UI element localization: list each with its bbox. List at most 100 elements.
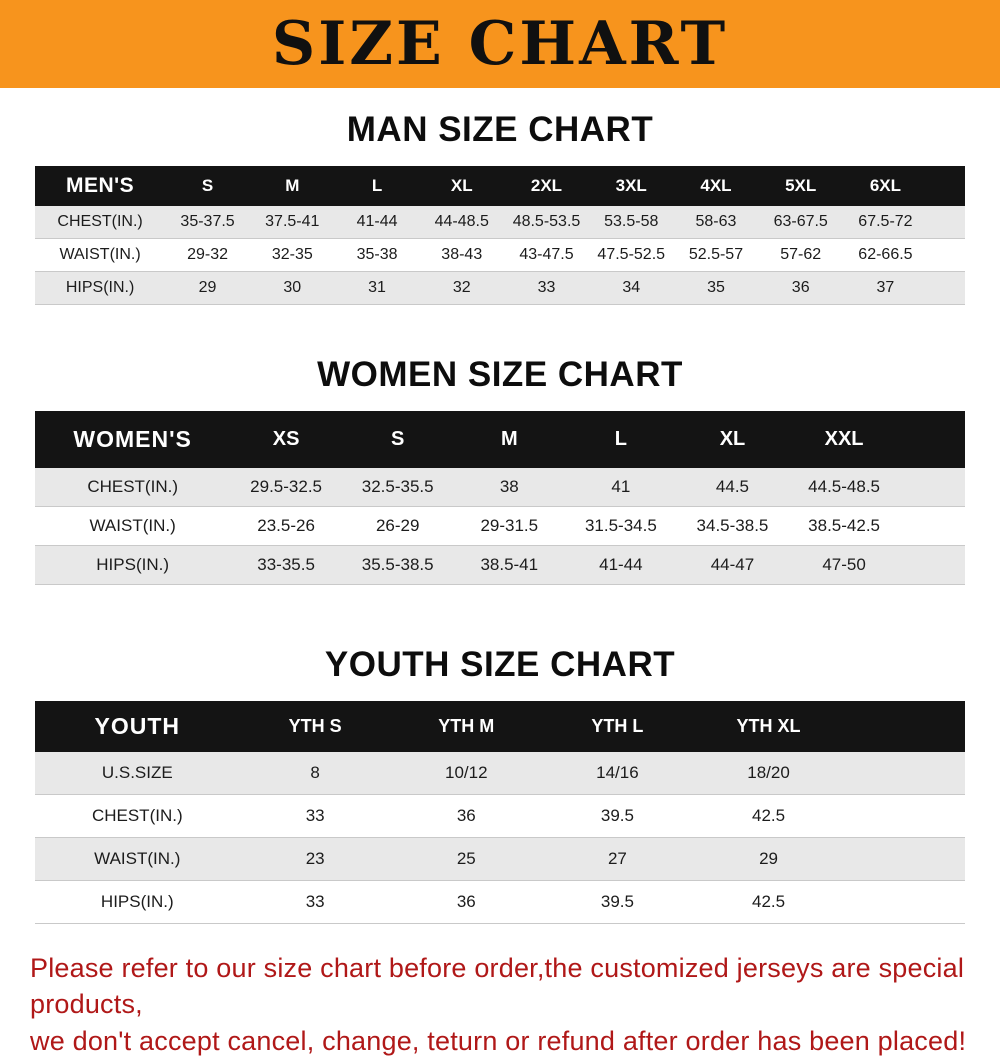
size-column-header: L: [334, 166, 420, 206]
value-cell: 33: [305, 892, 325, 911]
men-table-header-row: MEN'S S M L XL 2XL 3XL 4XL 5XL 6XL: [35, 166, 965, 206]
row-label-cell: WAIST(IN.): [94, 849, 181, 868]
size-column-header: S: [165, 166, 250, 206]
header-filler-cell: [899, 411, 965, 468]
value-cell: 42.5: [751, 806, 786, 825]
section-heading-man: MAN SIZE CHART: [346, 110, 654, 149]
value-cell: 47.5-52.5: [597, 246, 666, 263]
size-column-header: M: [453, 411, 566, 468]
size-column-header: XL: [676, 411, 789, 468]
row-filler-cell: [844, 752, 965, 795]
table-title-cell: WOMEN'S: [35, 411, 231, 468]
value-cell: 29.5-32.5: [250, 477, 323, 496]
row-filler-cell: [900, 507, 965, 546]
value-cell: 34.5-38.5: [696, 516, 769, 535]
value-cell: 44.5-48.5: [808, 477, 880, 496]
size-column-header: YTH S: [239, 701, 391, 752]
size-column-header: XS: [230, 411, 342, 468]
table-row: CHEST(IN.) 35-37.5 37.5-41 41-44 44-48.5 48.5…: [35, 206, 965, 239]
value-cell: 29-32: [187, 246, 229, 263]
size-column-header: YTH M: [390, 701, 542, 752]
value-cell: 62-66.5: [858, 246, 913, 263]
value-cell: 38.5-41: [480, 555, 539, 574]
row-label-cell: HIPS(IN.): [65, 279, 135, 296]
value-cell: 44-48.5: [434, 213, 489, 230]
value-cell: 36: [791, 279, 810, 296]
value-cell: 30: [283, 279, 302, 296]
value-cell: 44.5: [715, 477, 750, 496]
value-cell: 32.5-35.5: [361, 477, 434, 496]
value-cell: 47-50: [822, 555, 866, 574]
table-row: HIPS(IN.) 33-35.5 35.5-38.5 38.5-41 41-44 44-…: [35, 545, 965, 585]
value-cell: 39.5: [600, 806, 634, 825]
row-filler-cell: [900, 546, 965, 585]
value-cell: 36: [456, 892, 476, 911]
row-label-cell: CHEST(IN.): [57, 213, 143, 230]
table-row: WAIST(IN.) 29-32 32-35 35-38 38-43 43-47.5 47.…: [35, 238, 965, 272]
value-cell: 39.5: [600, 892, 634, 911]
page-title: SIZE CHART: [271, 9, 729, 79]
value-cell: 35: [707, 279, 725, 296]
value-cell: 35-38: [356, 246, 398, 263]
women-size-table: WOMEN'S XS S M L XL XXL CHEST(IN.) 29.5-32.5 32.…: [35, 411, 965, 585]
value-cell: 43-47.5: [519, 246, 574, 263]
table-row: U.S.SIZE 8 10/12 14/16 18/20: [35, 752, 965, 795]
value-cell: 48.5-53.5: [512, 213, 581, 230]
row-filler-cell: [844, 838, 965, 881]
table-row: WAIST(IN.) 23.5-26 26-29 29-31.5 31.5-34.5 34…: [35, 506, 965, 546]
value-cell: 32: [452, 279, 471, 296]
disclaimer-line-2: we don't accept cancel, change, teturn o…: [30, 1025, 967, 1056]
size-column-header: 6XL: [843, 166, 928, 206]
size-column-header: 2XL: [504, 166, 589, 206]
value-cell: 26-29: [375, 516, 420, 535]
table-title-cell: MEN'S: [35, 166, 166, 206]
header-filler-cell: [927, 166, 965, 206]
row-filler-cell: [844, 881, 965, 924]
value-cell: 23: [305, 849, 325, 868]
section-heading-youth: YOUTH SIZE CHART: [324, 645, 676, 684]
value-cell: 36: [456, 806, 476, 825]
row-filler-cell: [928, 239, 965, 272]
value-cell: 31.5-34.5: [584, 516, 657, 535]
value-cell: 44-47: [710, 555, 755, 574]
value-cell: 14/16: [596, 763, 639, 782]
value-cell: 37.5-41: [265, 213, 320, 230]
value-cell: 29: [759, 849, 778, 868]
value-cell: 25: [456, 849, 476, 868]
value-cell: 67.5-72: [858, 213, 913, 230]
row-label-cell: HIPS(IN.): [96, 555, 170, 574]
section-heading-women: WOMEN SIZE CHART: [317, 355, 683, 394]
size-column-header: 4XL: [673, 166, 759, 206]
value-cell: 31: [368, 279, 386, 296]
value-cell: 35-37.5: [180, 213, 235, 230]
table-row: CHEST(IN.) 33 36 39.5 42.5: [35, 794, 965, 838]
table-row: WAIST(IN.) 23 25 27 29: [35, 837, 965, 881]
value-cell: 41-44: [599, 555, 643, 574]
value-cell: 57-62: [780, 246, 822, 263]
row-filler-cell: [928, 272, 965, 305]
value-cell: 37: [876, 279, 895, 296]
value-cell: 27: [607, 849, 627, 868]
value-cell: 33: [305, 806, 325, 825]
value-cell: 34: [622, 279, 641, 296]
value-cell: 23.5-26: [257, 516, 315, 535]
size-column-header: 3XL: [588, 166, 674, 206]
value-cell: 63-67.5: [773, 213, 828, 230]
size-column-header: M: [249, 166, 335, 206]
value-cell: 41-44: [356, 213, 398, 230]
size-column-header: 5XL: [758, 166, 844, 206]
row-label-cell: CHEST(IN.): [91, 806, 183, 825]
size-column-header: S: [341, 411, 454, 468]
value-cell: 29: [198, 279, 217, 296]
value-cell: 10/12: [445, 763, 488, 782]
row-label-cell: WAIST(IN.): [89, 516, 176, 535]
header-filler-cell: [844, 701, 965, 752]
value-cell: 18/20: [747, 763, 790, 782]
row-label-cell: U.S.SIZE: [101, 763, 173, 782]
row-label-cell: WAIST(IN.): [59, 246, 141, 263]
value-cell: 8: [310, 763, 320, 782]
row-filler-cell: [900, 468, 965, 507]
value-cell: 53.5-58: [604, 213, 659, 230]
size-column-header: XXL: [788, 411, 900, 468]
value-cell: 29-31.5: [480, 516, 539, 535]
